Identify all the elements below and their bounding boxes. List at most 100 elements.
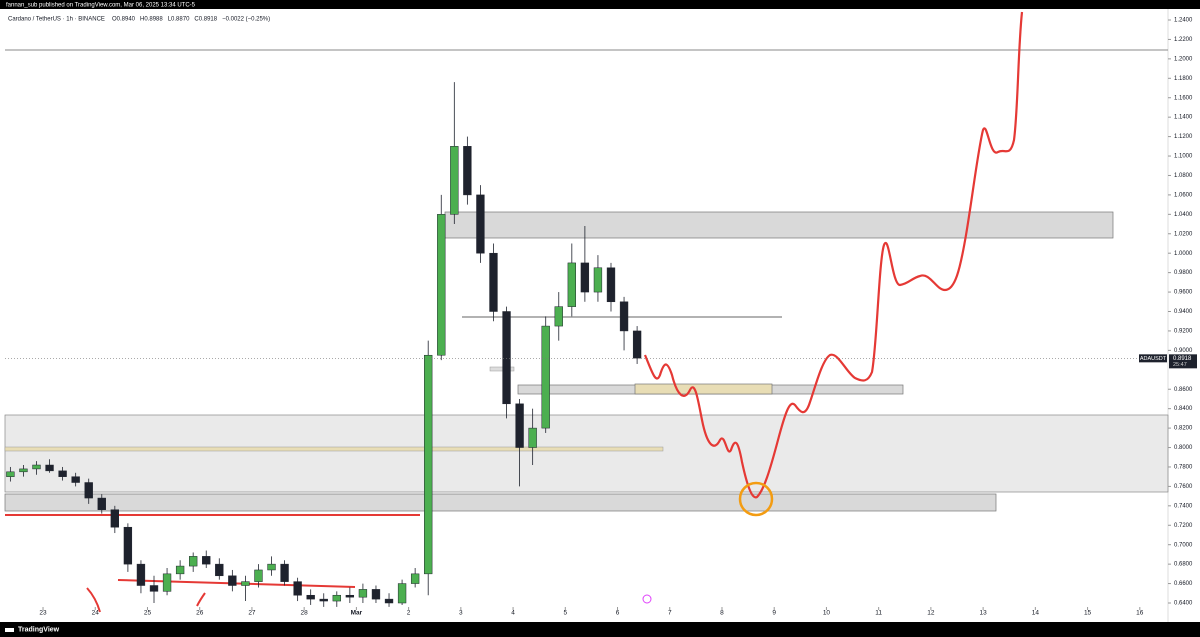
candle-body [358,589,368,598]
y-tick-label: 0.8200 [1174,426,1193,432]
x-tick-label: 9 [772,610,776,617]
candle-body [476,194,485,254]
y-tick-label: 1.2000 [1174,56,1193,62]
candle-body [593,267,603,293]
x-tick-label: 12 [927,610,935,617]
y-tick-label: 0.9200 [1174,329,1193,335]
candle-body [58,470,67,477]
ohlc-value: C0.8918 [194,17,217,23]
x-tick-label: 8 [720,610,724,617]
candle-body [606,267,616,303]
y-tick-label: 0.9000 [1174,348,1193,354]
candle-body [71,476,80,483]
y-tick-label: 0.9800 [1174,270,1193,276]
candle-body [463,146,472,196]
candle-body [293,581,302,596]
header: fannan_sub published on TradingView.com,… [6,3,196,9]
x-tick-label: 10 [823,610,831,617]
candle-body [97,497,106,510]
x-tick-label: 27 [248,610,256,617]
y-tick-label: 0.7600 [1174,484,1193,490]
x-tick-label: 4 [511,610,515,617]
y-tick-label: 1.1600 [1174,95,1193,101]
candle-body [6,471,15,477]
candle-body [202,556,211,565]
x-tick-label: 28 [301,610,309,617]
x-tick-label: 11 [875,610,882,617]
ohlc-legend: O0.8940 H0.8988 L0.8870 C0.8918 −0.0022 (−0.… [112,17,270,23]
y-tick-label: 1.1200 [1174,134,1193,140]
x-tick-label: 7 [668,610,672,617]
candle-body [371,589,381,600]
bottom-bar [0,622,1200,637]
y-tick-label: 1.2200 [1174,37,1193,43]
x-tick-label: 23 [39,610,47,617]
y-tick-label: 0.9400 [1174,309,1193,315]
candle-body [567,262,576,307]
y-tick-label: 0.8400 [1174,406,1193,412]
logo [5,628,14,632]
zone [634,383,773,395]
candle-body [632,330,642,359]
candle-body [149,585,159,592]
top-bar [0,0,1200,9]
candle-body [437,214,446,356]
ohlc-value: L0.8870 [168,17,190,23]
candle-body [32,464,41,470]
ohlc-value: −0.0022 (−0.25%) [222,17,270,23]
candle-body [541,325,550,429]
candle-body [384,598,394,604]
y-tick-label: 0.7200 [1174,523,1193,529]
symbol-tag [1139,354,1167,363]
candle-body [280,563,289,582]
ohlc-value: O0.8940 [112,17,136,23]
zone [4,493,997,512]
symbol-title: Cardano / TetherUS · 1h · BINANCE [8,17,105,23]
zone [489,366,515,372]
ohlc-value: H0.8988 [140,17,163,23]
candle-body [554,306,563,327]
candle-body [254,569,263,582]
candle-body [267,563,276,571]
x-tick-label: 13 [979,610,987,617]
y-tick-label: 0.9600 [1174,290,1193,296]
symbol-label: ADAUSDT [1140,356,1167,362]
x-tick-label: Mar [351,610,363,617]
x-tick-label: 25 [144,610,152,617]
candle-body [306,594,315,600]
y-tick-label: 0.6400 [1174,601,1193,607]
candle-body [345,594,355,598]
candles [6,82,642,607]
x-tick-label: 15 [1084,610,1092,617]
y-tick-label: 0.6600 [1174,581,1193,587]
y-tick-label: 1.0400 [1174,212,1193,218]
candle-body [84,482,93,499]
drawn-line [117,579,356,588]
y-tick-label: 0.8600 [1174,387,1193,393]
highlight-circle [738,481,774,517]
icon [642,594,652,604]
candle-body [162,573,172,592]
candle-body [424,354,433,575]
candle-body [19,468,28,473]
price-tag [1169,354,1197,369]
y-tick-label: 1.1400 [1174,115,1193,121]
x-tick-label: 3 [459,610,463,617]
countdown-label: 25:47 [1173,362,1187,368]
x-tick-label: 14 [1032,610,1040,617]
candle-body [332,594,341,602]
y-tick-label: 1.0800 [1174,173,1193,179]
candle-body [110,509,120,528]
zone [444,211,1114,239]
candle-body [189,556,198,567]
y-tick-label: 1.0200 [1174,231,1193,237]
y-tick-label: 0.8000 [1174,445,1193,451]
y-tick-label: 1.0600 [1174,192,1193,198]
zone [4,446,664,452]
candle-body [580,262,590,293]
footer: TradingView [18,626,60,633]
x-tick-label: 5 [563,610,567,617]
candle-body [319,598,328,602]
y-tick-label: 1.2400 [1174,18,1193,24]
